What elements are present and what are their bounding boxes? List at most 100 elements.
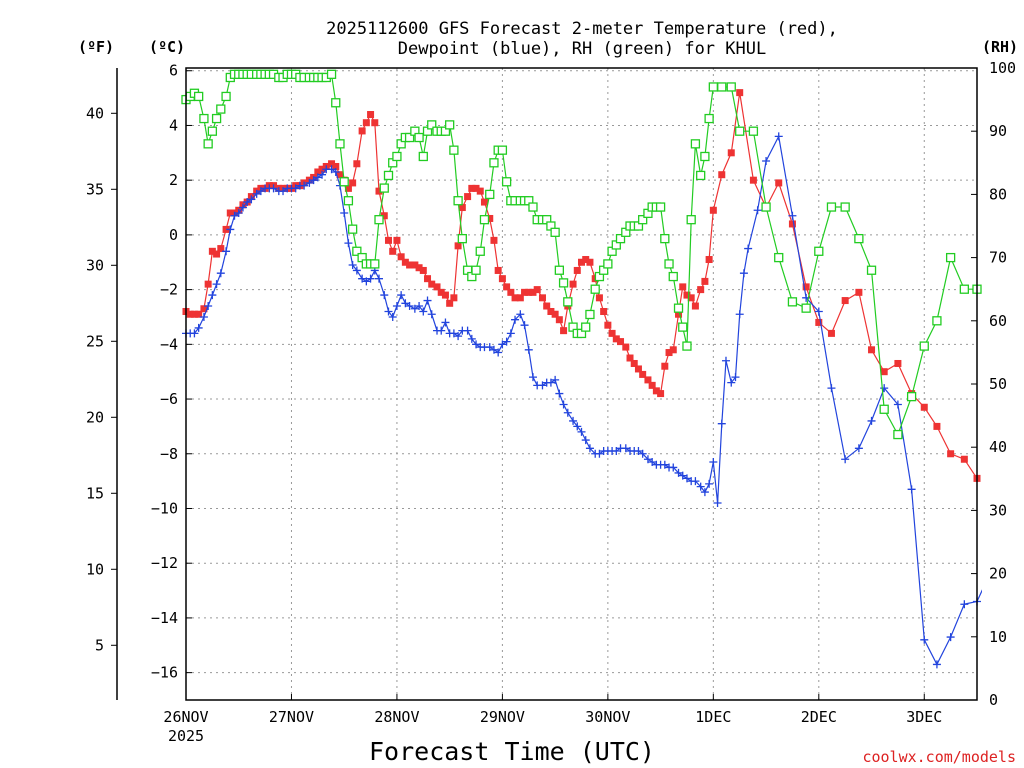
dewpoint-point: [498, 340, 507, 349]
dewpoint-point: [441, 318, 450, 327]
rh-point: [585, 309, 595, 320]
rh-point: [840, 202, 850, 212]
dewpoint-point: [581, 436, 590, 445]
temperature-point: [433, 283, 441, 291]
dewpoint-point: [502, 337, 511, 346]
rh-point: [879, 404, 889, 414]
rh-point: [787, 297, 798, 307]
dewpoint-point: [427, 310, 436, 319]
temperature-point: [617, 338, 625, 346]
rh-point: [335, 139, 345, 149]
dewpoint-point: [696, 482, 705, 491]
grid-lines: [186, 68, 977, 700]
rh-point: [655, 202, 666, 212]
chart-subtitle: Dewpoint (blue), RH (green) for KHUL: [398, 39, 766, 59]
temperature-point: [411, 261, 419, 269]
rh-tick-label: 60: [989, 312, 1007, 330]
temperature-point: [494, 266, 502, 274]
temperature-point: [560, 327, 568, 335]
dewpoint-point: [577, 427, 586, 436]
temperature-point: [604, 321, 612, 329]
dewpoint-point: [735, 310, 744, 319]
rh-point: [668, 271, 678, 282]
rh-point: [203, 139, 213, 149]
rh-point: [761, 202, 771, 212]
temperature-point: [358, 127, 366, 135]
temperature-point: [208, 247, 216, 255]
temperature-point: [657, 390, 665, 398]
rh-point: [826, 202, 837, 212]
temperature-point: [428, 280, 436, 288]
rh-point: [696, 170, 706, 181]
dewpoint-point: [573, 422, 582, 431]
temperature-point: [775, 179, 783, 187]
dewpoint-point: [212, 280, 221, 289]
dewpoint-point: [660, 460, 669, 469]
dewpoint-point: [569, 416, 578, 425]
rh-point: [638, 215, 648, 225]
dewpoint-point: [380, 291, 389, 300]
dewpoint-point: [226, 225, 235, 234]
credit-link[interactable]: coolwx.com/models: [862, 748, 1016, 766]
rh-point: [418, 151, 428, 162]
fahrenheit-tick-label: 25: [86, 332, 104, 350]
temperature-point: [538, 294, 546, 302]
dewpoint-point: [727, 378, 736, 387]
dewpoint-point: [595, 449, 604, 458]
rh-tick-label: 20: [989, 565, 1007, 583]
temperature-point: [525, 288, 533, 296]
time-tick-label: 29NOV: [480, 708, 525, 726]
dewpoint-point: [563, 408, 572, 417]
rh-point: [726, 82, 736, 92]
dewpoint-point: [300, 181, 309, 190]
temperature-point: [401, 258, 409, 266]
temperature-point: [393, 236, 401, 244]
dewpoint-point: [709, 457, 718, 466]
rh-point: [216, 104, 226, 114]
rh-point: [331, 98, 341, 108]
time-tick-label: 27NOV: [269, 708, 314, 726]
dewpoint-point: [437, 326, 446, 335]
dewpoint-point: [194, 323, 203, 332]
dewpoint-point: [401, 299, 410, 308]
rh-point: [194, 91, 204, 102]
dewpoint-point: [423, 296, 432, 305]
dewpoint-point: [814, 307, 823, 316]
dewpoint-point: [739, 269, 748, 278]
temperature-point: [705, 256, 713, 264]
temperature-point: [336, 171, 344, 179]
temperature-point: [226, 209, 234, 217]
dewpoint-point: [682, 474, 691, 483]
temperature-point: [397, 253, 405, 261]
time-tick-label: 26NOV: [163, 708, 208, 726]
rh-point: [893, 429, 903, 440]
dewpoint-point: [648, 457, 657, 466]
dewpoint-point: [528, 373, 537, 382]
rh-line: [185, 73, 977, 437]
dewpoint-point: [454, 332, 463, 341]
temperature-point: [600, 307, 608, 315]
temperature-point: [332, 162, 340, 170]
rh-point: [485, 189, 495, 200]
rh-point: [906, 391, 917, 402]
dewpoint-point: [415, 302, 424, 311]
dewpoint-point: [559, 400, 568, 409]
rh-point: [866, 265, 877, 275]
time-tick-label: 3DEC: [906, 708, 942, 726]
dewpoint-point: [256, 187, 265, 196]
dewpoint-point: [506, 329, 515, 338]
rh-point: [615, 233, 626, 244]
dewpoint-point: [366, 274, 375, 283]
temperature-point: [749, 176, 757, 184]
temperature-point: [314, 168, 322, 176]
dewpoint-point: [920, 635, 929, 644]
dewpoint-point: [204, 302, 213, 311]
celsius-tick-label: −8: [160, 445, 178, 463]
dewpoint-point: [1013, 617, 1021, 625]
dewpoint-point: [674, 468, 683, 477]
dewpoint-point: [309, 176, 318, 185]
temperature-point: [827, 329, 835, 337]
dewpoint-point: [318, 170, 327, 179]
temperature-point: [476, 187, 484, 195]
temperature-point: [639, 370, 647, 378]
